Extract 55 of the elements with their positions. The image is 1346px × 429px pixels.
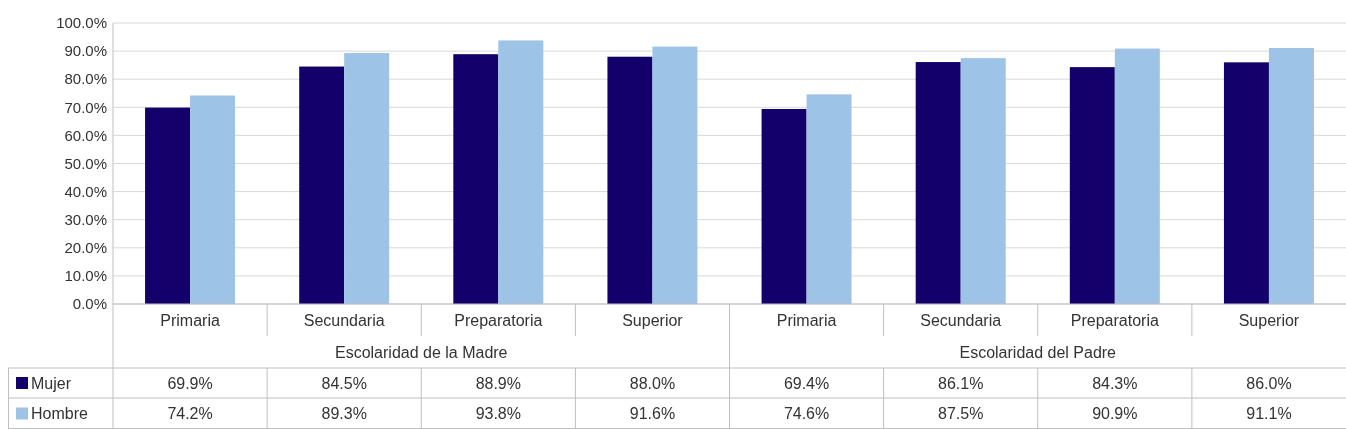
- y-tick-label: 40.0%: [64, 182, 107, 200]
- bar: [1069, 67, 1115, 304]
- x-tick-label: Superior: [622, 311, 684, 329]
- bar: [453, 54, 499, 304]
- x-tick-label: Primaria: [160, 311, 220, 329]
- data-label: 93.8%: [475, 405, 521, 423]
- data-label: 90.9%: [1092, 405, 1138, 423]
- data-label: 84.5%: [321, 374, 367, 392]
- bar: [1114, 48, 1160, 304]
- data-label: 88.0%: [629, 374, 676, 392]
- y-tick-label: 10.0%: [64, 267, 107, 285]
- x-tick-label: Preparatoria: [454, 311, 543, 329]
- legend-label: Mujer: [31, 374, 72, 392]
- data-label: 91.1%: [1246, 405, 1292, 423]
- bar: [190, 95, 236, 304]
- bar: [344, 53, 390, 304]
- text: Escolaridad de la Madre: [334, 343, 508, 361]
- bar: [498, 40, 544, 304]
- y-tick-label: 70.0%: [64, 98, 107, 116]
- legend-label: Hombre: [31, 405, 89, 423]
- data-label: 74.2%: [167, 405, 213, 423]
- bar: [607, 56, 653, 304]
- y-tick-label: 0.0%: [72, 295, 107, 313]
- bar: [806, 94, 852, 304]
- y-tick-label: 60.0%: [64, 126, 107, 144]
- data-label: 74.6%: [783, 405, 830, 423]
- y-tick-label: 30.0%: [64, 210, 107, 228]
- bar: [761, 108, 807, 304]
- y-tick-label: 100.0%: [56, 14, 107, 32]
- data-label: 88.9%: [475, 374, 521, 392]
- bar: [915, 62, 961, 304]
- data-label: 84.3%: [1092, 374, 1138, 392]
- bar: [960, 58, 1006, 304]
- y-tick-label: 90.0%: [64, 42, 107, 60]
- text: Escolaridad del Padre: [959, 343, 1117, 361]
- data-label: 69.4%: [783, 374, 830, 392]
- y-tick-label: 50.0%: [64, 154, 107, 172]
- x-tick-label: Primaria: [776, 311, 837, 329]
- bar: [1223, 62, 1269, 304]
- bar: [652, 46, 698, 304]
- data-label: 87.5%: [938, 405, 984, 423]
- data-label: 91.6%: [629, 405, 676, 423]
- bar: [299, 66, 345, 304]
- data-label: 86.1%: [938, 374, 984, 392]
- data-label: 89.3%: [321, 405, 367, 423]
- data-label: 86.0%: [1246, 374, 1292, 392]
- bar: [145, 107, 191, 304]
- x-tick-label: Secundaria: [303, 311, 385, 329]
- bar: [1268, 48, 1314, 304]
- y-tick-label: 20.0%: [64, 239, 107, 257]
- y-tick-label: 80.0%: [64, 70, 107, 88]
- x-tick-label: Secundaria: [920, 311, 1002, 329]
- x-tick-label: Preparatoria: [1070, 311, 1159, 329]
- data-label: 69.9%: [167, 374, 213, 392]
- x-tick-label: Superior: [1238, 311, 1300, 329]
